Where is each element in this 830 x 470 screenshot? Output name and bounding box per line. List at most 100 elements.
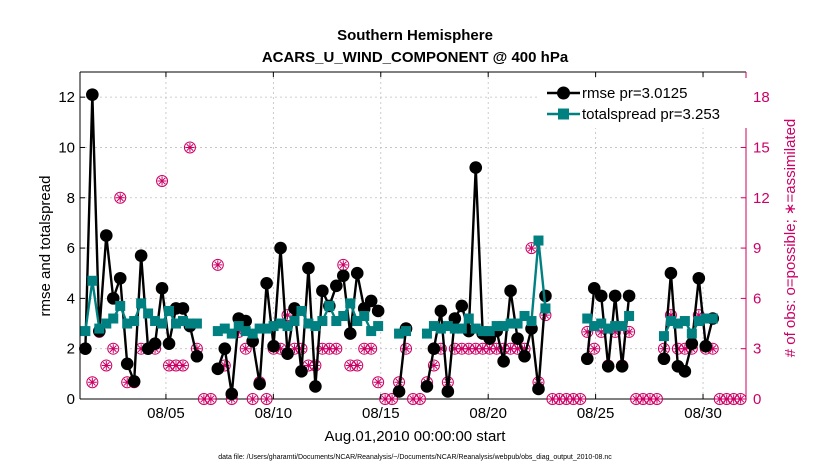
obs-assimilated-point — [380, 394, 390, 404]
y-right-tick-label: 9 — [753, 240, 761, 257]
rmse-point — [309, 380, 322, 393]
totalspread-point — [150, 316, 161, 327]
totalspread-point — [352, 316, 363, 327]
obs-assimilated-point — [408, 394, 418, 404]
obs-assimilated-point — [638, 394, 648, 404]
obs-possible-point — [239, 342, 252, 355]
legend: rmse pr=3.0125 totalspread pr=3.253 — [540, 78, 748, 128]
x-tick-label: 08/30 — [684, 405, 722, 422]
obs-assimilated-point — [276, 344, 286, 354]
totalspread-point — [247, 328, 258, 339]
totalspread-point — [617, 321, 628, 332]
obs-assimilated-point — [108, 344, 118, 354]
x-tick-label: 08/10 — [255, 405, 293, 422]
rmse-point — [441, 385, 455, 398]
obs-assimilated-point — [506, 344, 516, 354]
totalspread-point — [275, 318, 286, 329]
rmse-point — [274, 241, 287, 255]
obs-assimilated-point — [171, 360, 181, 370]
obs-assimilated-point — [359, 344, 369, 354]
totalspread-point — [707, 313, 718, 324]
totalspread-point — [345, 298, 356, 309]
obs-possible-point — [156, 175, 169, 187]
totalspread-point — [143, 308, 154, 319]
obs-assimilated-point — [338, 260, 348, 270]
obs-assimilated-point — [708, 344, 718, 354]
rmse-point — [664, 266, 678, 280]
obs-assimilated-point — [652, 394, 662, 404]
totalspread-point — [679, 316, 690, 327]
legend-spread-label: totalspread pr=3.253 — [582, 106, 720, 123]
totalspread-point — [449, 323, 460, 334]
obs-assimilated-point — [87, 377, 97, 387]
obs-assimilated-point — [115, 193, 125, 203]
totalspread-point — [624, 310, 635, 321]
totalspread-point — [226, 328, 237, 339]
totalspread-point — [512, 318, 523, 329]
obs-assimilated-point — [485, 344, 495, 354]
obs-possible-point — [623, 325, 636, 338]
totalspread-point — [428, 321, 439, 332]
totalspread-point — [157, 318, 168, 329]
obs-assimilated-point — [589, 344, 599, 354]
obs-assimilated-point — [729, 394, 739, 404]
obs-assimilated-point — [499, 344, 509, 354]
totalspread-point — [463, 313, 474, 324]
rmse-point — [685, 337, 699, 350]
obs-assimilated-point — [241, 344, 251, 354]
totalspread-point — [505, 318, 516, 329]
obs-assimilated-point — [387, 394, 397, 404]
obs-assimilated-point — [289, 344, 299, 354]
totalspread-point — [170, 318, 181, 329]
obs-possible-point — [211, 258, 224, 271]
totalspread-point — [665, 316, 676, 327]
obs-assimilated-point — [596, 327, 606, 337]
totalspread-point — [254, 323, 265, 334]
obs-possible-point — [183, 141, 196, 154]
legend-rmse-label: rmse pr=3.0125 — [582, 85, 687, 102]
obs-assimilated-point — [192, 344, 202, 354]
obs-possible-point — [246, 393, 259, 405]
rmse-point — [427, 342, 441, 355]
y-left-tick-label: 8 — [67, 190, 75, 207]
rmse-point — [295, 365, 308, 378]
obs-assimilated-point — [540, 310, 550, 320]
obs-assimilated-point — [471, 344, 481, 354]
rmse-point — [622, 289, 636, 303]
rmse-point — [176, 302, 190, 315]
rmse-point — [281, 347, 294, 361]
totalspread-point — [310, 321, 321, 332]
totalspread-point — [658, 331, 669, 342]
totalspread-point — [526, 316, 537, 327]
obs-assimilated-point — [262, 394, 272, 404]
rmse-line — [397, 328, 408, 392]
rmse-point — [511, 332, 524, 345]
totalspread-point — [435, 323, 446, 334]
totalspread-point — [533, 235, 544, 246]
totalspread-point — [331, 316, 342, 327]
rmse-point — [469, 161, 483, 174]
obs-assimilated-point — [575, 394, 585, 404]
y-right-tick-label: 18 — [753, 89, 770, 106]
totalspread-point — [700, 313, 711, 324]
totalspread-point — [289, 316, 300, 327]
obs-assimilated-point — [568, 394, 578, 404]
rmse-point — [699, 339, 713, 353]
obs-assimilated-point — [457, 344, 467, 354]
totalspread-point — [296, 305, 307, 316]
rmse-point — [343, 327, 357, 340]
obs-assimilated-point — [401, 344, 411, 354]
chart-title-line1: Southern Hemisphere — [337, 27, 493, 44]
rmse-point — [615, 360, 629, 373]
rmse-point — [330, 279, 343, 293]
totalspread-point — [686, 328, 697, 339]
totalspread-point — [268, 321, 279, 332]
totalspread-point — [498, 321, 509, 332]
obs-assimilated-point — [631, 394, 641, 404]
obs-assimilated-point — [736, 394, 746, 404]
x-tick-label: 08/25 — [577, 405, 615, 422]
y-axis-left-label: rmse and totalspread — [37, 176, 54, 317]
rmse-series — [79, 88, 720, 401]
obs-assimilated-point — [234, 327, 244, 337]
rmse-point — [218, 342, 232, 355]
